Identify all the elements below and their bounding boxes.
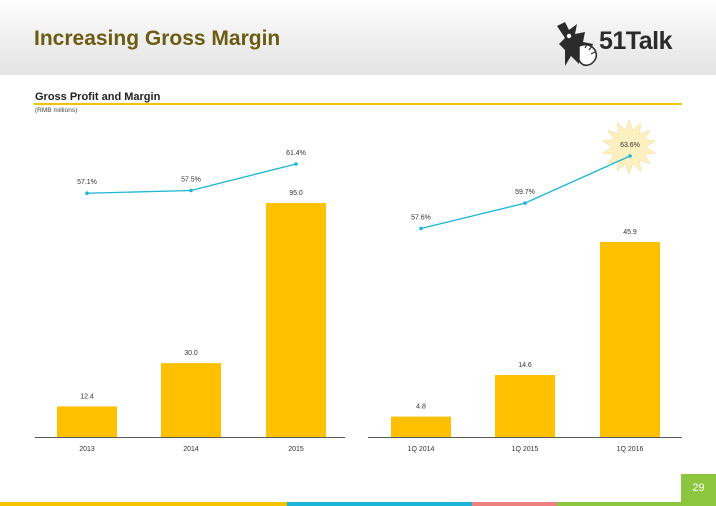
bar <box>266 203 326 437</box>
company-logo: 51Talk <box>555 20 690 70</box>
bottom-bar-segment <box>287 502 472 506</box>
margin-point <box>294 162 298 166</box>
bar <box>161 363 221 437</box>
margin-point <box>628 154 632 158</box>
x-tick-label: 2015 <box>288 446 304 453</box>
bottom-bar-segment <box>472 502 557 506</box>
logo-text: 51Talk <box>599 27 672 55</box>
bottom-bar-segment <box>557 502 716 506</box>
margin-point <box>189 188 193 193</box>
bottom-bar-segment <box>0 502 287 506</box>
bar-value-label: 4.8 <box>416 404 426 411</box>
margin-label: 63.6% <box>620 142 640 149</box>
margin-point <box>85 191 89 196</box>
section-title: Gross Profit and Margin <box>35 91 161 103</box>
margin-label: 57.1% <box>77 179 97 186</box>
bar-value-label: 30.0 <box>184 350 198 357</box>
bar-value-label: 12.4 <box>80 393 94 400</box>
margin-label: 59.7% <box>515 189 535 196</box>
bar <box>57 406 117 437</box>
bar-value-label: 14.6 <box>518 362 532 369</box>
margin-label: 61.4% <box>286 150 306 157</box>
bar-value-label: 95.0 <box>289 190 303 197</box>
x-tick-label: 2014 <box>183 446 199 453</box>
x-tick-label: 1Q 2014 <box>408 446 435 453</box>
bar-value-label: 45.9 <box>623 229 637 236</box>
margin-point <box>419 226 423 231</box>
highlight-starburst <box>601 119 657 175</box>
slide-header: Increasing Gross Margin 51Talk <box>0 0 716 75</box>
x-tick-label: 2013 <box>79 446 95 453</box>
x-tick-label: 1Q 2015 <box>512 446 539 453</box>
bar <box>600 242 660 437</box>
bar <box>391 416 451 437</box>
margin-point <box>523 201 527 205</box>
x-tick-label: 1Q 2016 <box>617 446 644 453</box>
margin-label: 57.6% <box>411 215 431 222</box>
cartoon-mascot-icon <box>557 22 598 67</box>
page-number: 29 <box>681 474 716 502</box>
margin-label: 57.5% <box>181 177 201 184</box>
units-label: (RMB millions) <box>35 107 78 114</box>
slide-title: Increasing Gross Margin <box>34 27 281 50</box>
bottom-color-bar <box>0 502 716 506</box>
section-divider <box>34 103 682 105</box>
bar <box>495 374 555 437</box>
